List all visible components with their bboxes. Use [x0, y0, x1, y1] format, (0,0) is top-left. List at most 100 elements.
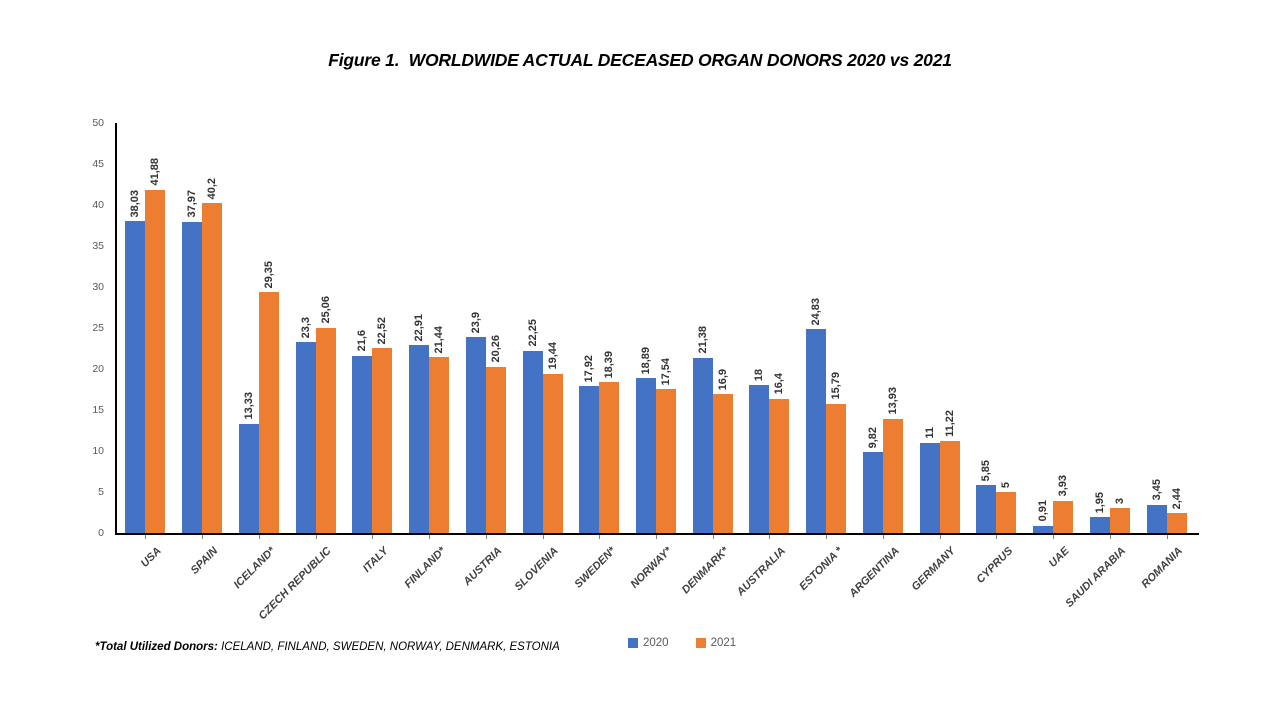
legend-item-2020: 2020 [628, 637, 669, 649]
x-axis-area: USA SPAIN ICELAND* CZECH REPUBLIC ITALY FINLA… [117, 535, 1195, 655]
x-axis-line [115, 533, 1199, 535]
x-axis-tick [315, 535, 317, 539]
bar-value-label: 13,93 [886, 387, 899, 415]
bar-2020 [1089, 517, 1110, 533]
bar-2021 [939, 441, 960, 533]
x-axis-label: FINLAND* [401, 545, 448, 591]
bar-value-label: 20,26 [489, 335, 502, 363]
bar-2020 [1146, 504, 1167, 533]
x-axis-tick [1109, 535, 1111, 539]
bar-value-label: 5 [1000, 481, 1013, 488]
bar-value-label: 38,03 [129, 189, 142, 218]
x-axis-tick [542, 535, 544, 539]
bar-value-label: 17,92 [583, 354, 596, 383]
x-axis-tick [939, 535, 941, 539]
bar-2021 [599, 382, 620, 533]
ytick-label: 20 [92, 363, 104, 375]
bar-value-label: 21,38 [696, 326, 709, 354]
legend-swatch-2020-icon [628, 638, 638, 648]
bar-2020 [522, 350, 543, 533]
x-axis-label: AUSTRALIA [734, 545, 788, 599]
footnote: *Total Utilized Donors: ICELAND, FINLAND… [95, 641, 560, 653]
bar-2020 [806, 329, 827, 533]
bar-value-label: 22,91 [413, 313, 426, 342]
x-axis-label: ITALY [361, 545, 391, 575]
bar-2021 [996, 492, 1017, 533]
bar-2021 [1109, 508, 1130, 533]
ytick-label: 40 [92, 199, 104, 211]
bar-2021 [258, 292, 279, 533]
bar-2020 [182, 221, 203, 533]
x-axis-label: SLOVENIA [512, 545, 562, 594]
x-axis-label: ESTONIA * [796, 545, 845, 593]
bar-value-label: 16,4 [773, 373, 786, 395]
x-axis-label: NORWAY* [628, 545, 675, 591]
ytick-label: 35 [92, 240, 104, 252]
legend-label-2021: 2021 [710, 637, 737, 649]
bar-2021 [1166, 513, 1187, 533]
bar-value-label: 0,91 [1037, 500, 1050, 522]
bar-2020 [862, 452, 883, 533]
bar-value-label: 18 [753, 369, 766, 382]
x-axis-tick [656, 535, 657, 539]
bar-value-label: 29,35 [262, 260, 275, 289]
bar-2021 [485, 366, 506, 533]
x-axis-label: SPAIN [188, 545, 221, 577]
x-axis-label: ICELAND* [231, 545, 278, 592]
bar-value-label: 22,52 [376, 316, 389, 345]
x-axis-tick [372, 535, 374, 539]
bar-value-label: 3,93 [1057, 475, 1070, 497]
x-axis-label: SAUDI ARABIA [1063, 545, 1129, 610]
bar-2020 [1033, 525, 1054, 533]
bar-2020 [579, 386, 600, 533]
bar-value-label: 11 [923, 427, 936, 439]
bar-2020 [919, 442, 940, 533]
y-axis-labels: 0 5 10 15 20 25 30 35 40 45 50 [0, 117, 104, 539]
bar-2021 [372, 348, 393, 533]
bar-value-label: 24,83 [810, 297, 823, 326]
bar-value-label: 3,45 [1150, 479, 1163, 501]
legend-item-2021: 2021 [695, 637, 737, 649]
bar-2021 [542, 373, 563, 533]
bar-value-label: 41,88 [149, 158, 162, 186]
legend-label-2020: 2020 [643, 637, 669, 649]
bar-2021 [712, 394, 733, 533]
bar-2021 [826, 403, 847, 533]
bar-2020 [295, 341, 316, 533]
bar-2021 [429, 357, 450, 533]
x-axis-label: DENMARK* [679, 545, 732, 597]
footnote-countries: ICELAND, FINLAND, SWEDEN, NORWAY, DENMAR… [217, 641, 560, 653]
bar-value-label: 23,9 [469, 311, 482, 334]
x-axis-label: USA [138, 545, 164, 570]
bar-value-label: 23,3 [299, 316, 312, 338]
bar-2020 [409, 345, 430, 533]
bar-2021 [315, 327, 336, 533]
bar-value-label: 22,25 [526, 319, 539, 347]
ytick-label: 15 [92, 404, 104, 416]
legend-swatch-2021-icon [695, 638, 706, 648]
ytick-label: 45 [92, 158, 104, 170]
bar-value-label: 9,82 [866, 427, 879, 449]
ytick-label: 0 [98, 527, 104, 539]
x-axis-label: SWEDEN* [572, 545, 618, 591]
footnote-label: *Total Utilized Donors: [95, 641, 218, 653]
bar-2021 [145, 189, 166, 533]
bar-value-label: 37,97 [186, 190, 199, 218]
x-axis-label: GERMANY [909, 545, 959, 594]
y-axis-line [115, 123, 117, 535]
ytick-label: 10 [92, 445, 104, 457]
x-axis-tick [1053, 535, 1055, 539]
bar-value-label: 5,85 [980, 459, 993, 482]
x-axis-tick [599, 535, 601, 539]
bar-value-label: 11,22 [943, 410, 956, 437]
bar-value-label: 1,95 [1093, 491, 1106, 514]
bar-value-label: 3 [1113, 498, 1126, 505]
bar-value-label: 21,6 [356, 330, 369, 352]
bar-value-label: 13,33 [242, 392, 255, 420]
chart-title: Figure 1. WORLDWIDE ACTUAL DECEASED ORGA… [328, 50, 952, 70]
ytick-label: 5 [98, 486, 104, 498]
bar-2020 [976, 485, 997, 533]
x-axis-label: UAE [1046, 545, 1072, 570]
bar-value-label: 40,2 [206, 177, 219, 200]
